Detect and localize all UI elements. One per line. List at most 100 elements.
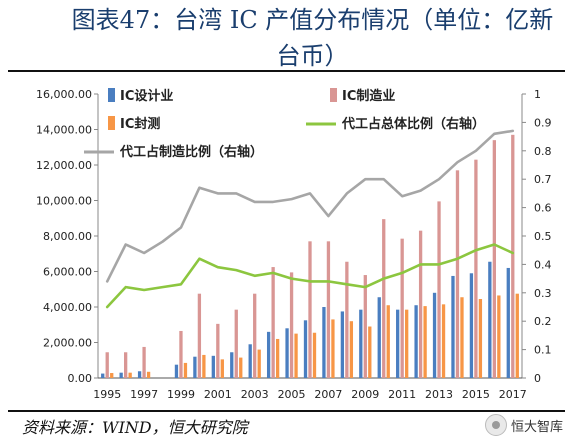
top-rule xyxy=(8,70,565,72)
right-tick-label: 0.6 xyxy=(534,202,552,215)
x-tick-label: 2003 xyxy=(241,388,269,401)
bar xyxy=(308,241,312,378)
bar xyxy=(377,297,381,378)
right-tick-label: 0.1 xyxy=(534,344,552,357)
left-tick-label: 6,000.00 xyxy=(43,266,92,279)
bar xyxy=(506,267,510,378)
legend-label: 代工占制造比例（右轴） xyxy=(119,144,263,160)
bar xyxy=(239,357,243,378)
bar xyxy=(474,159,478,378)
bar xyxy=(451,275,455,378)
bar xyxy=(418,230,423,378)
bar xyxy=(441,304,446,378)
left-tick-label: 12,000.00 xyxy=(36,159,92,172)
legend-swatch xyxy=(108,116,115,130)
left-tick-label: 0.00 xyxy=(68,372,93,385)
bar xyxy=(137,371,142,378)
x-tick-label: 1999 xyxy=(167,388,195,401)
bar xyxy=(216,323,220,378)
bar xyxy=(146,371,151,378)
chart-title: 图表47：台湾 IC 产值分布情况（单位：亿新台币） xyxy=(71,6,554,70)
left-tick-label: 10,000.00 xyxy=(36,195,92,208)
bar xyxy=(386,305,390,378)
bar xyxy=(193,356,197,378)
bar xyxy=(248,344,252,378)
bar xyxy=(331,319,335,378)
legend-item-2: IC封测 xyxy=(108,116,160,132)
bar xyxy=(183,362,188,378)
x-tick-label: 2005 xyxy=(278,388,306,401)
legend-item-0: IC设计业 xyxy=(108,88,173,104)
series-line-1 xyxy=(105,129,515,283)
bar xyxy=(220,359,224,378)
bar xyxy=(437,201,441,378)
x-tick-label: 2013 xyxy=(425,388,453,401)
bar xyxy=(478,299,483,378)
legend-label: IC设计业 xyxy=(120,88,173,104)
bar xyxy=(511,134,515,378)
bar xyxy=(497,295,501,378)
bar xyxy=(253,293,257,378)
bar xyxy=(211,355,215,378)
bar xyxy=(359,309,363,378)
bar xyxy=(405,309,409,378)
x-tick-label: 2015 xyxy=(462,388,490,401)
bar xyxy=(197,293,202,378)
x-tick-label: 2001 xyxy=(204,388,232,401)
bar xyxy=(515,293,519,378)
bar xyxy=(312,332,317,378)
watermark-logo-icon xyxy=(484,414,507,436)
x-tick-label: 2009 xyxy=(351,388,379,401)
bar xyxy=(234,309,238,378)
bar xyxy=(128,372,132,378)
left-tick-label: 16,000.00 xyxy=(36,88,92,101)
bar xyxy=(294,333,298,378)
right-tick-label: 1 xyxy=(534,88,541,101)
bottom-rule xyxy=(8,410,565,412)
legend-item-3: 代工占总体比例（右轴） xyxy=(306,116,485,132)
bar xyxy=(119,372,123,378)
right-tick-label: 0.4 xyxy=(534,258,552,271)
legend-label: 代工占总体比例（右轴） xyxy=(341,116,485,132)
bar xyxy=(142,346,146,378)
bar xyxy=(202,354,206,378)
bar xyxy=(266,331,271,378)
left-axis-labels: 0.00 2,000.00 4,000.00 6,000.00 8,000.00 10,0… xyxy=(36,88,99,385)
bar xyxy=(101,373,105,378)
bar-marks xyxy=(101,134,519,378)
bar xyxy=(179,330,183,378)
bar xyxy=(110,373,114,378)
bar xyxy=(275,338,280,378)
x-tick-label: 1995 xyxy=(93,388,121,401)
x-axis-labels: 1995 1997 1999 2001 2003 2005 2007 2009 2011 2013… xyxy=(93,377,527,401)
bar xyxy=(289,272,294,378)
left-tick-label: 8,000.00 xyxy=(43,230,92,243)
x-tick-label: 2011 xyxy=(388,388,416,401)
bar xyxy=(303,320,308,378)
bar xyxy=(400,238,404,378)
right-tick-label: 0.9 xyxy=(534,116,552,129)
legend-item-1: IC制造业 xyxy=(330,88,395,104)
bar xyxy=(423,306,427,378)
line-marks xyxy=(105,129,515,309)
x-tick-label: 1997 xyxy=(130,388,158,401)
source-note: 资料来源：WIND，恒大研究院 xyxy=(22,418,248,437)
bar xyxy=(124,352,128,378)
bar xyxy=(326,241,331,378)
left-tick-label: 2,000.00 xyxy=(43,337,92,350)
bar xyxy=(396,309,400,378)
right-axis-labels: 0 0.1 0.2 0.3 0.4 0.5 0.6 0.7 0.8 0.9 1 xyxy=(521,88,552,385)
bar xyxy=(174,364,179,378)
bar xyxy=(105,352,109,378)
right-tick-label: 0.3 xyxy=(534,287,552,300)
left-tick-label: 4,000.00 xyxy=(43,301,92,314)
bar xyxy=(488,261,492,378)
bar xyxy=(368,326,372,378)
bar xyxy=(271,267,275,378)
right-tick-label: 0.8 xyxy=(534,145,552,158)
bar-series-2 xyxy=(110,293,519,378)
left-tick-label: 14,000.00 xyxy=(36,124,92,137)
bar-series-0 xyxy=(101,261,510,378)
bar xyxy=(285,328,289,378)
bar xyxy=(414,305,418,378)
